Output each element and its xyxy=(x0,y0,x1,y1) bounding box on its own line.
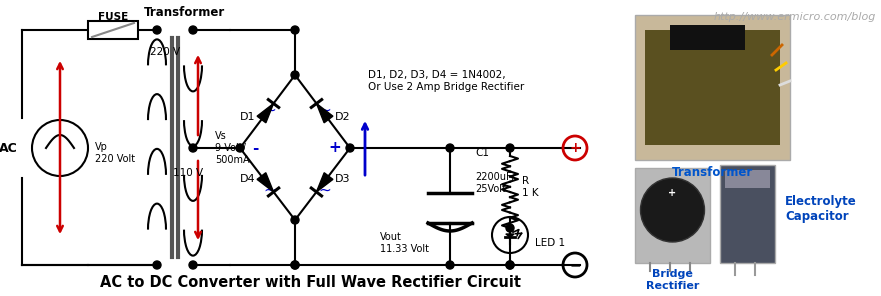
Text: AC: AC xyxy=(0,141,18,155)
FancyBboxPatch shape xyxy=(88,21,138,39)
Circle shape xyxy=(189,144,197,152)
Text: ~: ~ xyxy=(319,183,331,197)
Circle shape xyxy=(506,144,514,152)
Text: FUSE: FUSE xyxy=(98,12,128,22)
Text: Bridge
Rectifier: Bridge Rectifier xyxy=(646,269,700,291)
Text: ~: ~ xyxy=(263,183,277,197)
Polygon shape xyxy=(257,173,274,192)
Circle shape xyxy=(189,261,197,269)
Text: Transformer: Transformer xyxy=(144,7,226,20)
Text: R
1 K: R 1 K xyxy=(522,176,538,198)
Circle shape xyxy=(153,261,161,269)
Text: −: − xyxy=(569,258,581,272)
Circle shape xyxy=(506,261,514,269)
Circle shape xyxy=(236,144,244,152)
Polygon shape xyxy=(257,104,273,123)
Text: Vs
9 Volt/
500mA: Vs 9 Volt/ 500mA xyxy=(215,131,249,165)
Text: D4: D4 xyxy=(240,174,255,184)
Polygon shape xyxy=(506,234,515,237)
Polygon shape xyxy=(316,173,333,192)
Text: Electrolyte
Capacitor: Electrolyte Capacitor xyxy=(785,195,856,223)
Circle shape xyxy=(291,26,299,34)
Text: Vout
11.33 Volt: Vout 11.33 Volt xyxy=(380,232,429,254)
Text: Transformer: Transformer xyxy=(672,166,753,179)
Text: 110 V: 110 V xyxy=(173,168,203,178)
Text: D1: D1 xyxy=(240,112,255,121)
Circle shape xyxy=(153,26,161,34)
Text: http://www.ermicro.com/blog: http://www.ermicro.com/blog xyxy=(714,12,876,22)
Circle shape xyxy=(446,261,454,269)
Text: D3: D3 xyxy=(335,174,351,184)
Circle shape xyxy=(506,224,514,232)
Circle shape xyxy=(446,144,454,152)
FancyBboxPatch shape xyxy=(635,15,790,160)
Text: D2: D2 xyxy=(335,112,351,121)
FancyBboxPatch shape xyxy=(635,168,710,263)
Text: +: + xyxy=(329,141,341,155)
Text: +: + xyxy=(569,141,581,155)
Text: C1: C1 xyxy=(475,148,489,158)
Circle shape xyxy=(291,216,299,224)
Circle shape xyxy=(291,261,299,269)
Circle shape xyxy=(291,261,299,269)
Text: AC to DC Converter with Full Wave Rectifier Circuit: AC to DC Converter with Full Wave Rectif… xyxy=(100,275,521,290)
Text: 2200uF/
25Volt: 2200uF/ 25Volt xyxy=(475,172,515,194)
Text: 220 V: 220 V xyxy=(150,47,180,57)
FancyBboxPatch shape xyxy=(725,170,770,188)
Circle shape xyxy=(189,26,197,34)
Circle shape xyxy=(346,144,354,152)
Text: D1, D2, D3, D4 = 1N4002,
Or Use 2 Amp Bridge Rectifier: D1, D2, D3, D4 = 1N4002, Or Use 2 Amp Br… xyxy=(368,70,524,91)
Text: +: + xyxy=(669,188,677,198)
Text: ~: ~ xyxy=(319,102,331,118)
Text: ~: ~ xyxy=(263,102,277,118)
FancyBboxPatch shape xyxy=(720,165,775,263)
FancyBboxPatch shape xyxy=(670,25,745,50)
FancyBboxPatch shape xyxy=(645,30,780,145)
Circle shape xyxy=(291,71,299,79)
Circle shape xyxy=(640,178,705,242)
Polygon shape xyxy=(316,104,333,123)
Text: LED 1: LED 1 xyxy=(535,238,565,248)
Text: -: - xyxy=(252,141,258,155)
Text: Vp
220 Volt: Vp 220 Volt xyxy=(95,142,135,164)
Circle shape xyxy=(506,261,514,269)
